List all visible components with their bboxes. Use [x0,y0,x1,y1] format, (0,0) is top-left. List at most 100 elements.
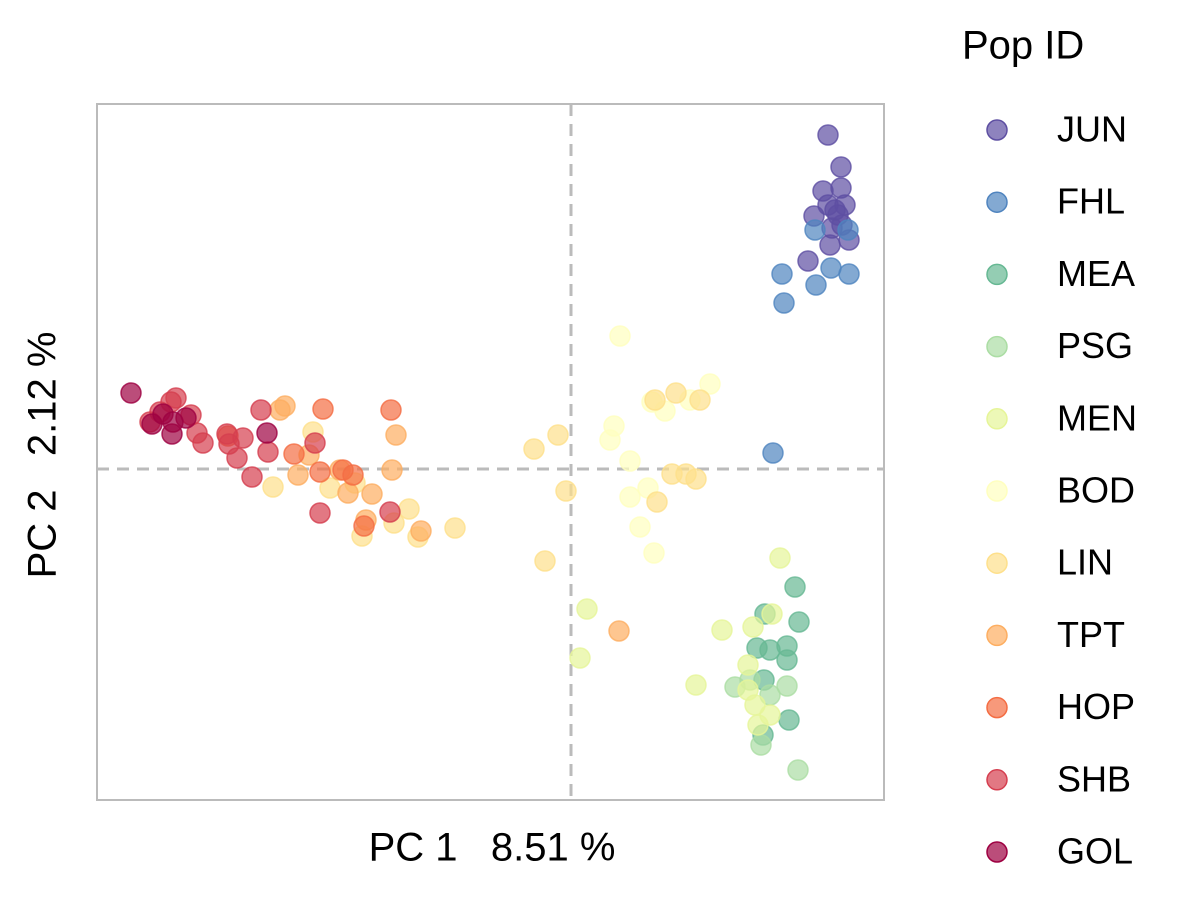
data-point [773,292,795,314]
data-point [576,598,598,620]
data-point [162,411,184,433]
data-point [444,517,466,539]
data-point [742,616,764,638]
data-point [769,547,791,569]
legend-marker [986,335,1008,358]
data-point [410,520,432,542]
data-point [819,234,841,256]
data-point [665,382,687,404]
data-point [805,274,827,296]
data-point [737,654,759,676]
data-point [287,464,309,486]
data-point [817,124,839,146]
data-point [523,438,545,460]
data-point [250,399,272,421]
data-point [629,516,651,538]
data-point [309,502,331,524]
data-point [776,649,798,671]
legend-label: MEN [1057,397,1137,438]
data-point [283,443,305,465]
data-point [361,483,383,505]
data-point [262,476,284,498]
data-point [309,461,331,483]
data-point [788,611,810,633]
data-point [379,501,401,523]
data-point [269,399,291,421]
x-axis-label: PC 1 8.51 % [369,826,616,870]
data-point [776,675,798,697]
legend-label: PSG [1057,325,1133,366]
data-point [750,734,772,756]
data-point [837,219,859,241]
data-point [675,463,697,485]
legend-marker [986,191,1008,213]
y-axis-label: PC 2 2.12 % [21,332,65,579]
data-point [771,263,793,285]
data-point [797,250,819,272]
data-point [689,389,711,411]
legend-marker [986,696,1008,719]
legend-marker [986,769,1008,791]
data-point [569,647,591,669]
data-point [353,515,375,537]
data-point [312,398,334,420]
data-point [711,619,733,641]
legend-label: JUN [1057,109,1127,150]
data-point [120,382,142,404]
legend-label: TPT [1057,614,1125,655]
legend-marker [986,119,1008,141]
legend-marker [986,408,1008,430]
data-point [534,550,556,572]
data-point [824,199,846,221]
data-point [609,325,631,347]
data-point [192,432,214,454]
data-point [685,674,707,696]
data-point [838,263,860,285]
legend-marker [986,552,1008,574]
legend-label: LIN [1057,542,1113,583]
legend-label: MEA [1057,253,1135,294]
data-point [830,156,852,178]
data-point [619,450,641,472]
plot-frame [96,103,885,801]
data-point [804,219,826,241]
data-point [381,459,403,481]
data-point [784,576,806,598]
data-point [304,432,326,454]
data-point [762,442,784,464]
data-point [241,466,263,488]
legend-marker [986,624,1008,647]
data-point [737,679,759,701]
legend-title: Pop ID [962,24,1084,68]
legend-label: SHB [1057,758,1131,799]
legend-label: HOP [1057,686,1135,727]
legend-marker [986,841,1008,863]
data-point [555,480,577,502]
data-point [619,486,641,508]
data-point [778,709,800,731]
data-point [644,389,666,411]
legend-label: FHL [1057,181,1125,222]
data-point [747,714,769,736]
data-point [380,399,402,421]
legend-marker [986,480,1008,502]
data-point [218,433,240,455]
data-point [337,482,359,504]
legend-label: BOD [1057,470,1135,511]
data-point [787,759,809,781]
legend-label: GOL [1057,831,1133,872]
data-point [257,441,279,463]
data-point [342,464,364,486]
data-point [256,422,278,444]
data-point [547,424,569,446]
data-point [820,257,842,279]
data-point [746,637,768,659]
data-point [761,603,783,625]
data-point [599,429,621,451]
legend-marker [986,263,1008,286]
data-point [608,620,630,642]
data-point [699,373,721,395]
data-point [385,424,407,446]
data-point [646,491,668,513]
